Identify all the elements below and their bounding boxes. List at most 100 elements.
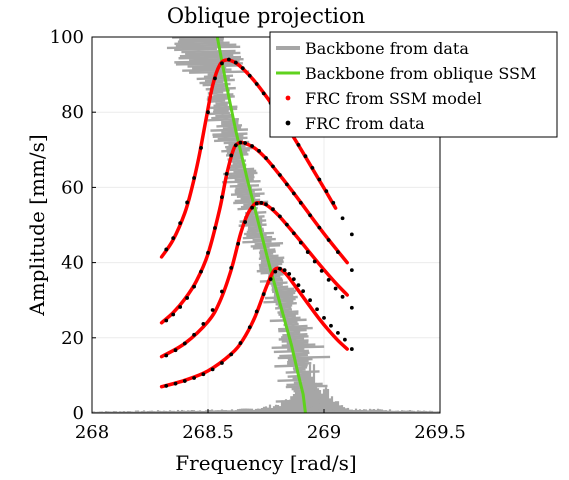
backbone-data-stroke: [285, 324, 308, 329]
frc-data-point: [178, 221, 183, 226]
backbone-data-stroke: [231, 155, 242, 159]
backbone-data-stroke: [275, 399, 312, 403]
backbone-data-stroke: [278, 337, 305, 341]
backbone-data-stroke: [282, 333, 308, 337]
frc-data-point: [257, 149, 261, 153]
frc-data-point: [210, 367, 215, 372]
backbone-data-stroke: [259, 254, 279, 258]
frc-data-point: [243, 141, 248, 145]
frc-data-point: [254, 82, 259, 86]
backbone-data-stroke: [254, 242, 284, 246]
frc-data-point: [326, 277, 331, 282]
backbone-data-stroke: [187, 64, 240, 68]
backbone-data-stroke: [185, 51, 241, 56]
frc-data-point: [333, 286, 338, 291]
backbone-data-stroke: [175, 43, 237, 48]
backbone-data-stroke: [287, 357, 313, 362]
backbone-data-stroke: [210, 99, 226, 103]
frc-data-point: [192, 332, 196, 337]
frc-data-point: [201, 321, 206, 326]
frc-data-point: [303, 154, 308, 159]
backbone-data-stroke: [228, 173, 255, 178]
backbone-data-stroke: [290, 395, 322, 399]
frc-data-point: [164, 318, 169, 323]
frc-data-point: [220, 195, 224, 200]
backbone-data-stroke: [274, 364, 308, 368]
frc-data-point: [329, 323, 333, 328]
backbone-data-stroke: [244, 231, 274, 236]
frc-data-point: [250, 144, 254, 148]
frc-data-point: [238, 140, 243, 145]
legend-label: FRC from data: [305, 114, 425, 133]
frc-data-point: [250, 205, 254, 210]
frc-data-point: [340, 216, 345, 221]
legend-item: Backbone from data: [276, 39, 469, 58]
frc-data-point: [319, 268, 324, 273]
backbone-data-stroke: [282, 401, 320, 405]
frc-data-point: [182, 341, 187, 346]
frc-data-point: [261, 91, 266, 96]
frc-data-point: [173, 348, 178, 353]
backbone-data-stroke: [175, 62, 243, 66]
frc-data-point: [192, 284, 196, 289]
backbone-data-stroke: [292, 405, 311, 409]
frc-data-point: [312, 259, 317, 264]
backbone-ssm-layer: [215, 37, 307, 413]
backbone-data-stroke: [179, 53, 234, 58]
backbone-data-stroke: [252, 246, 270, 250]
backbone-data-stroke: [246, 233, 267, 238]
frc-data-point: [317, 177, 322, 182]
frc-data-point: [349, 232, 354, 237]
backbone-data-stroke: [285, 384, 328, 389]
backbone-data-stroke: [192, 66, 227, 70]
y-tick-label: 40: [61, 253, 84, 274]
frc-data-layer: [164, 57, 354, 388]
frc-ssm-curve-3: [159, 140, 349, 325]
frc-data-point: [268, 277, 273, 282]
backbone-data-stroke: [216, 124, 243, 128]
y-tick-label: 20: [61, 328, 84, 349]
frc-data-point: [254, 309, 259, 314]
frc-data-point: [229, 153, 234, 158]
backbone-data-stroke: [277, 355, 331, 360]
frc-data-point: [243, 220, 248, 224]
frc-data-point: [278, 173, 282, 177]
frc-data-point: [282, 268, 287, 273]
backbone-data-stroke: [212, 109, 229, 114]
legend-swatch: [285, 120, 291, 126]
legend-item: FRC from SSM model: [285, 89, 482, 108]
frc-data-point: [220, 361, 224, 365]
frc-data-point: [233, 143, 238, 148]
frc-data-point: [226, 57, 231, 62]
legend-swatch: [285, 95, 291, 101]
frc-data-point: [305, 250, 310, 254]
frc-data-point: [310, 165, 315, 170]
legend-label: Backbone from data: [305, 39, 469, 58]
frc-data-point: [233, 60, 238, 65]
frc-data-point: [291, 191, 296, 196]
backbone-data-stroke: [290, 397, 321, 401]
frc-data-point: [336, 250, 340, 254]
chart-title: Oblique projection: [167, 4, 365, 28]
backbone-data-stroke: [189, 70, 250, 74]
frc-data-point: [291, 277, 296, 282]
frc-data-point: [164, 384, 169, 388]
frc-data-point: [185, 296, 190, 300]
frc-data-point: [185, 200, 190, 205]
frc-data-point: [284, 182, 289, 187]
backbone-data-stroke: [287, 361, 312, 366]
frc-data-point: [171, 312, 176, 317]
frc-data-point: [192, 376, 196, 380]
backbone-data-stroke: [234, 198, 261, 203]
legend-box: [269, 31, 558, 138]
backbone-data-stroke: [292, 366, 308, 370]
backbone-data-stroke: [271, 345, 325, 349]
frc-data-point: [229, 352, 234, 357]
backbone-data-stroke: [293, 388, 315, 393]
x-tick-label: 268.5: [182, 422, 234, 443]
frc-data-point: [264, 156, 268, 160]
backbone-data-stroke: [223, 171, 258, 176]
backbone-data-stroke: [259, 279, 284, 283]
y-tick-label: 60: [61, 177, 84, 198]
